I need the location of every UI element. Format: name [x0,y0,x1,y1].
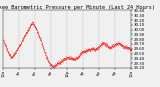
Title: Milwaukee Barometric Pressure per Minute (Last 24 Hours): Milwaukee Barometric Pressure per Minute… [0,5,155,10]
